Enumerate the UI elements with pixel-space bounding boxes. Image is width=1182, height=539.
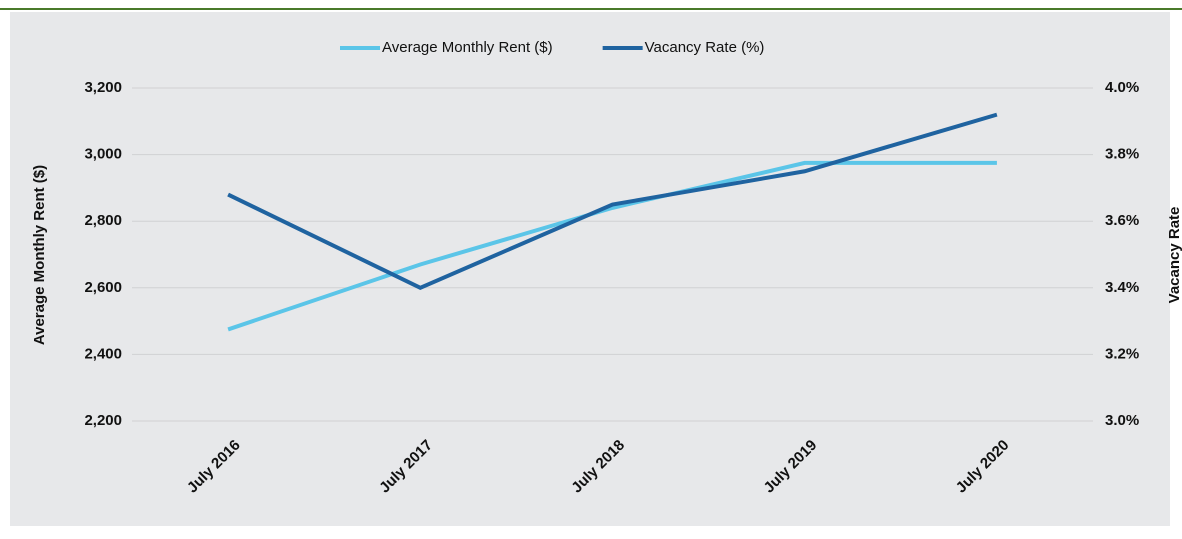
y-tick-label: 2,800: [84, 212, 122, 229]
y-axis-label: Average Monthly Rent ($): [31, 165, 48, 345]
y-tick-label: 3,200: [84, 79, 122, 96]
y-tick-label: 2,400: [84, 345, 122, 362]
series-line: [227, 112, 998, 291]
y2-tick-label: 3.2%: [1105, 345, 1139, 362]
y2-tick-label: 4.0%: [1105, 79, 1139, 96]
y2-tick-label: 3.4%: [1105, 279, 1139, 296]
y2-tick-label: 3.6%: [1105, 212, 1139, 229]
y-tick-label: 2,200: [84, 412, 122, 429]
plot-panel: [10, 12, 1170, 526]
y2-tick-label: 3.8%: [1105, 146, 1139, 163]
series-line: [227, 160, 997, 332]
y-tick-label: 3,000: [84, 146, 122, 163]
y2-tick-label: 3.0%: [1105, 412, 1139, 429]
legend-label: Average Monthly Rent ($): [382, 39, 553, 56]
y2-axis-label: Vacancy Rate: [1166, 207, 1182, 304]
legend-label: Vacancy Rate (%): [645, 39, 765, 56]
y-tick-label: 2,600: [84, 279, 122, 296]
